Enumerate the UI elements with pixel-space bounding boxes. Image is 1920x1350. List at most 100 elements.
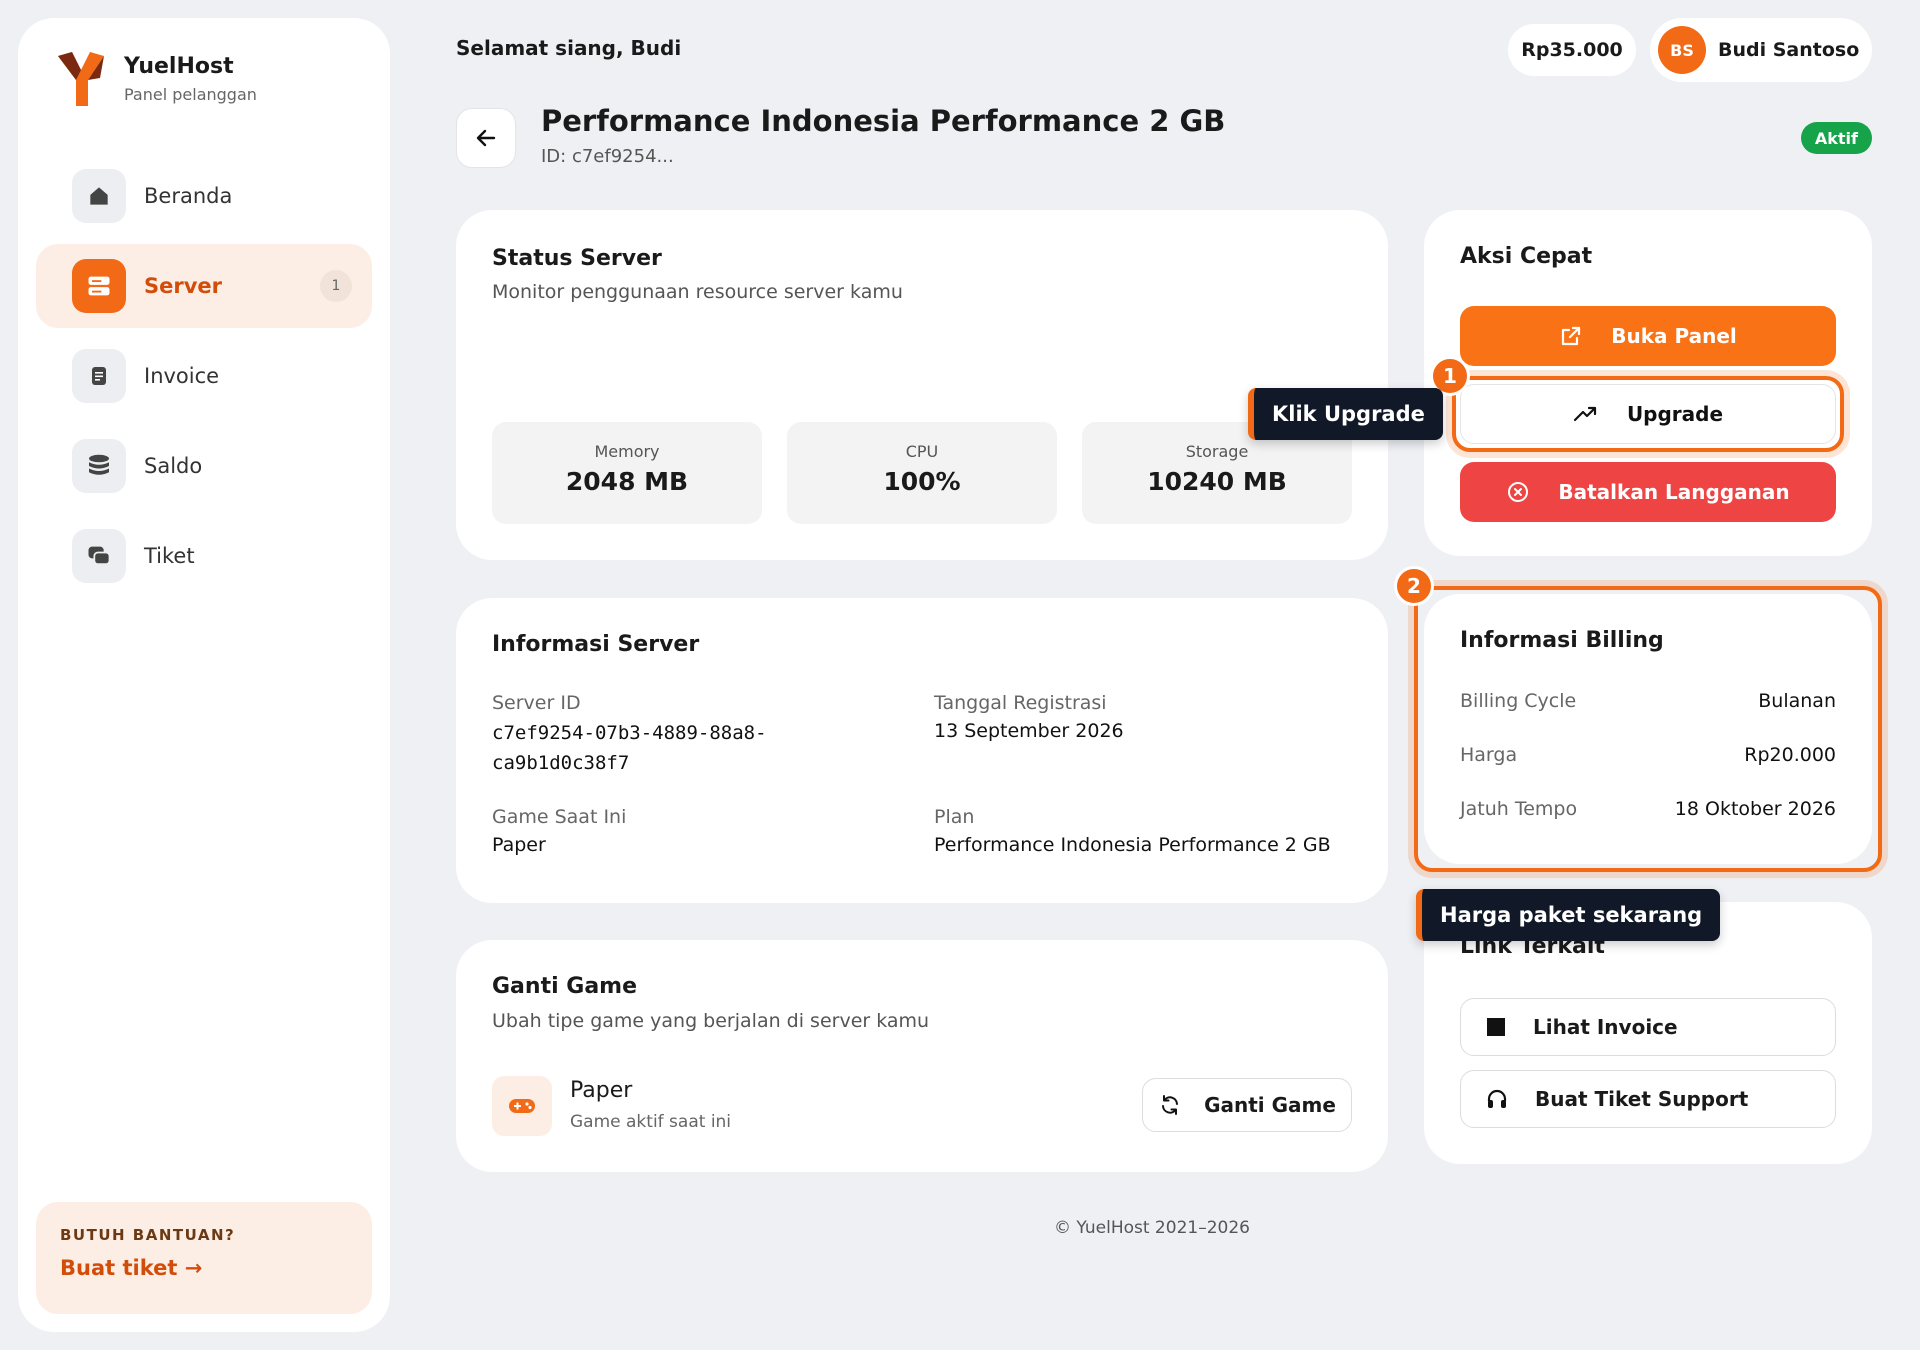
footer-copyright: © YuelHost 2021–2026 — [1054, 1218, 1250, 1238]
row-value: 18 Oktober 2026 — [1674, 798, 1836, 820]
sidebar-item-beranda[interactable]: Beranda — [36, 154, 372, 238]
row-value: Bulanan — [1758, 690, 1836, 712]
upgrade-highlight — [1452, 376, 1844, 452]
row-label: Harga — [1460, 744, 1518, 766]
stat-value: 2048 MB — [565, 467, 689, 496]
cancel-subscription-label: Batalkan Langganan — [1558, 480, 1790, 504]
billing-info-card: Informasi Billing Billing Cycle Bulanan … — [1424, 594, 1872, 864]
card-subtitle: Monitor penggunaan resource server kamu — [492, 281, 903, 303]
status-server-card: Status Server Monitor penggunaan resourc… — [456, 210, 1388, 560]
active-game-name: Paper — [570, 1078, 633, 1103]
sidebar-item-server[interactable]: Server 1 — [36, 244, 372, 328]
create-support-ticket-label: Buat Tiket Support — [1535, 1087, 1749, 1111]
tour-step-2-marker: 2 — [1394, 566, 1434, 606]
open-panel-button[interactable]: Buka Panel — [1460, 306, 1836, 366]
server-id-short: ID: c7ef9254... — [541, 146, 674, 167]
tour-tooltip-billing: Harga paket sekarang — [1416, 889, 1721, 941]
stat-label: CPU — [905, 442, 939, 461]
card-title: Informasi Billing — [1460, 628, 1664, 653]
field-label: Game Saat Ini — [492, 806, 627, 828]
back-button[interactable] — [456, 108, 516, 168]
field-label: Tanggal Registrasi — [934, 692, 1107, 714]
memory-stat: Memory 2048 MB — [492, 422, 762, 524]
server-id-field: Server ID c7ef9254-07b3-4889-88a8- ca9b1… — [492, 692, 767, 778]
change-game-card: Ganti Game Ubah tipe game yang berjalan … — [456, 940, 1388, 1172]
related-links-card: Link Terkait Lihat Invoice Buat Tiket Su… — [1424, 902, 1872, 1164]
help-title: BUTUH BANTUAN? — [60, 1226, 236, 1244]
stat-value: 100% — [883, 467, 961, 496]
brand[interactable]: YuelHost Panel pelanggan — [50, 48, 257, 110]
tour-tooltip-upgrade: Klik Upgrade — [1248, 388, 1443, 440]
field-label: Server ID — [492, 692, 581, 714]
server-icon — [72, 259, 126, 313]
current-game-field: Game Saat Ini Paper — [492, 806, 626, 860]
row-value: Rp20.000 — [1744, 744, 1836, 766]
sidebar-item-tiket[interactable]: Tiket — [36, 514, 372, 598]
card-title: Informasi Server — [492, 632, 700, 657]
sidebar-item-label: Tiket — [144, 544, 195, 568]
user-name: Budi Santoso — [1718, 39, 1860, 61]
row-label: Billing Cycle — [1460, 690, 1577, 712]
create-support-ticket-button[interactable]: Buat Tiket Support — [1460, 1070, 1836, 1128]
due-date-row: Jatuh Tempo 18 Oktober 2026 — [1460, 798, 1836, 820]
refresh-icon — [1162, 1095, 1179, 1115]
avatar: BS — [1658, 26, 1706, 74]
yuelhost-logo-icon — [58, 52, 104, 106]
card-title: Aksi Cepat — [1460, 244, 1593, 269]
arrow-left-icon — [476, 129, 496, 147]
upgrade-button[interactable]: Upgrade — [1460, 384, 1836, 444]
change-game-button[interactable]: Ganti Game — [1142, 1078, 1352, 1132]
open-panel-label: Buka Panel — [1611, 324, 1737, 348]
create-ticket-link[interactable]: Buat tiket → — [60, 1256, 203, 1280]
sidebar-item-invoice[interactable]: Invoice — [36, 334, 372, 418]
external-link-icon — [1562, 326, 1581, 346]
home-icon — [72, 169, 126, 223]
server-info-card: Informasi Server Server ID c7ef9254-07b3… — [456, 598, 1388, 903]
stat-label: Memory — [594, 442, 660, 461]
upgrade-label: Upgrade — [1626, 402, 1724, 426]
sidebar-item-saldo[interactable]: Saldo — [36, 424, 372, 508]
user-menu[interactable]: BS Budi Santoso — [1650, 18, 1872, 82]
brand-name: YuelHost — [124, 54, 234, 79]
x-circle-icon — [1508, 482, 1529, 502]
change-game-button-label: Ganti Game — [1204, 1093, 1336, 1117]
stat-label: Storage — [1185, 442, 1249, 461]
trending-up-icon — [1573, 406, 1597, 422]
invoice-icon — [1487, 1018, 1505, 1036]
greeting-text: Selamat siang, Budi — [456, 36, 682, 60]
plan-field: Plan Performance Indonesia Performance 2… — [934, 806, 1331, 860]
server-id-value-line2: ca9b1d0c38f7 — [492, 752, 630, 774]
stat-value: 10240 MB — [1147, 467, 1287, 496]
billing-cycle-row: Billing Cycle Bulanan — [1460, 690, 1836, 712]
view-invoice-label: Lihat Invoice — [1533, 1015, 1678, 1039]
headset-icon — [1487, 1089, 1507, 1108]
active-game-caption: Game aktif saat ini — [570, 1112, 732, 1132]
view-invoice-button[interactable]: Lihat Invoice — [1460, 998, 1836, 1056]
gamepad-icon — [492, 1076, 552, 1136]
cpu-stat: CPU 100% — [787, 422, 1057, 524]
card-title: Ganti Game — [492, 974, 638, 999]
price-row: Harga Rp20.000 — [1460, 744, 1836, 766]
sidebar: YuelHost Panel pelanggan Beranda Server … — [18, 18, 390, 1332]
registration-date-field: Tanggal Registrasi 13 September 2026 — [934, 692, 1124, 746]
sidebar-item-label: Saldo — [144, 454, 203, 478]
sidebar-item-label: Beranda — [144, 184, 233, 208]
document-icon — [72, 349, 126, 403]
card-subtitle: Ubah tipe game yang berjalan di server k… — [492, 1010, 930, 1032]
sidebar-nav: Beranda Server 1 Invoice Saldo Tiket — [36, 154, 372, 604]
server-id-value-line1: c7ef9254-07b3-4889-88a8- — [492, 722, 767, 744]
help-box: BUTUH BANTUAN? Buat tiket → — [36, 1202, 372, 1314]
chat-icon — [72, 529, 126, 583]
cancel-subscription-button[interactable]: Batalkan Langganan — [1460, 462, 1836, 522]
balance-pill[interactable]: Rp35.000 — [1508, 24, 1636, 76]
row-label: Jatuh Tempo — [1460, 798, 1578, 820]
coins-icon — [72, 439, 126, 493]
field-value: 13 September 2026 — [934, 720, 1124, 742]
card-title: Status Server — [492, 246, 662, 271]
field-value: Paper — [492, 834, 546, 856]
server-count-badge: 1 — [320, 270, 352, 302]
brand-subtitle: Panel pelanggan — [124, 85, 257, 104]
sidebar-item-label: Invoice — [144, 364, 220, 388]
sidebar-item-label: Server — [144, 274, 223, 298]
field-label: Plan — [934, 806, 975, 828]
